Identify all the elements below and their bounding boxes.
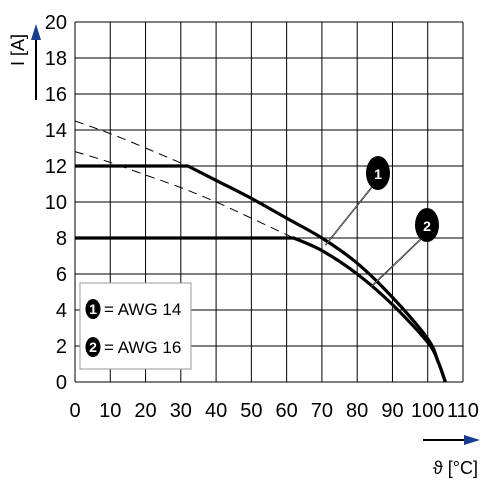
legend-badge-2 (85, 337, 101, 357)
x-tick-label: 40 (205, 400, 227, 422)
x-tick-label: 10 (99, 400, 121, 422)
legend-badge-label: 2 (89, 339, 97, 355)
legend-box (79, 282, 192, 370)
y-axis-title: I [A] (8, 34, 28, 66)
legend-entry-text: = AWG 14 (104, 300, 181, 319)
y-tick-label: 10 (45, 192, 67, 214)
x-tick-label: 50 (240, 400, 262, 422)
callout-badge-2 (415, 208, 439, 242)
y-axis-arrow-head (31, 24, 41, 40)
x-tick-label: 80 (346, 400, 368, 422)
callout-leader-highlight-1 (325, 186, 373, 246)
y-tick-label: 4 (56, 300, 67, 322)
legend-badge-label: 1 (89, 301, 97, 317)
legend-entry-text: = AWG 16 (104, 338, 181, 357)
x-axis-title: ϑ [°C] (433, 458, 478, 478)
callout-badge-1 (366, 156, 390, 190)
x-tick-label: 70 (311, 400, 333, 422)
x-tick-label: 100 (411, 400, 444, 422)
x-tick-label: 110 (447, 400, 479, 422)
x-tick-label: 60 (276, 400, 298, 422)
y-tick-label: 16 (45, 84, 67, 106)
y-tick-label: 18 (45, 48, 67, 70)
x-axis-arrow-head (464, 435, 480, 445)
x-tick-label: 0 (69, 400, 80, 422)
y-tick-label: 8 (56, 228, 67, 250)
x-tick-label: 90 (381, 400, 403, 422)
y-tick-label: 12 (45, 156, 67, 178)
y-tick-label: 20 (45, 12, 67, 34)
callout-badge-label: 2 (423, 218, 431, 234)
callout-badge-label: 1 (374, 166, 382, 182)
callout-leader-highlight-2 (371, 238, 422, 287)
x-tick-label: 20 (134, 400, 156, 422)
series-line-2-extrapolated (74, 151, 294, 239)
y-tick-label: 2 (56, 336, 67, 358)
legend-badge-1 (85, 299, 101, 319)
series-line-1-extrapolated (74, 120, 189, 167)
x-tick-label: 30 (170, 400, 192, 422)
series-line-2 (75, 236, 447, 383)
y-tick-label: 6 (56, 264, 67, 286)
y-tick-label: 0 (56, 372, 67, 394)
y-tick-label: 14 (45, 120, 67, 142)
